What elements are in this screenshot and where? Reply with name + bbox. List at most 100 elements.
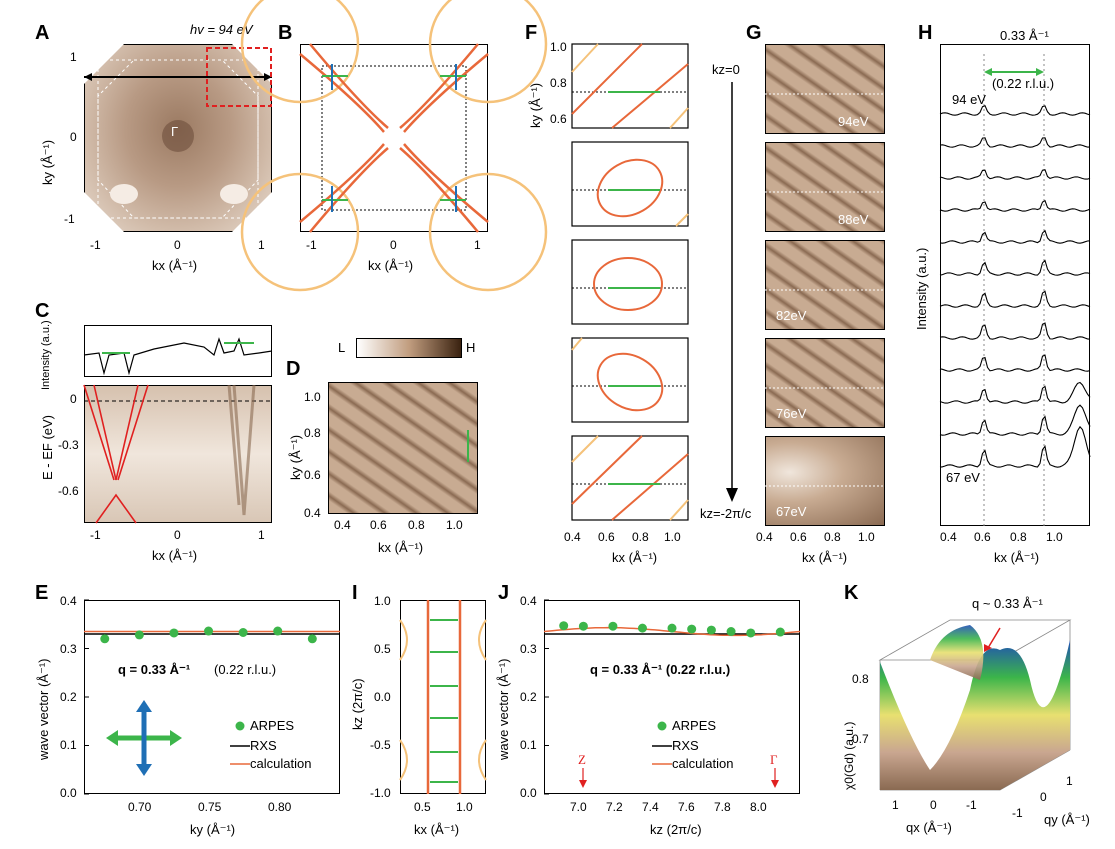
panel-e-legend-arpes: ARPES xyxy=(250,718,295,733)
panel-g-energy: 76eV xyxy=(776,406,807,421)
intensity-curve xyxy=(939,169,1091,180)
panel-c-mdc-curve xyxy=(83,337,273,376)
panel-j-xtick: 7.0 xyxy=(570,800,587,814)
panel-k-ylabel: qy (Å⁻¹) xyxy=(1044,812,1090,827)
panel-k-ztick: 0.8 xyxy=(852,672,869,686)
arpes-point xyxy=(637,623,647,633)
panel-d-xtick: 0.4 xyxy=(334,518,351,532)
panel-c-ytick: 0 xyxy=(70,392,77,406)
panel-j-legend-calc: calculation xyxy=(672,756,734,771)
panel-d-ytick: 0.6 xyxy=(304,468,321,482)
panel-i-ytick: 0.5 xyxy=(374,642,391,656)
arrow-gamma-head xyxy=(771,780,779,788)
panel-j-legend-rxs: RXS xyxy=(672,738,699,753)
panel-g-map-82 xyxy=(765,240,885,330)
panel-b-xtick: 0 xyxy=(390,238,397,252)
legend-arpes-marker xyxy=(235,721,245,731)
panel-a-ytick: 1 xyxy=(70,50,77,64)
panel-f-ytick: 1.0 xyxy=(550,40,567,54)
panel-c-top-ylabel: Intensity (a.u.) xyxy=(40,320,52,390)
arpes-point xyxy=(578,621,588,631)
panel-j-xtick: 7.4 xyxy=(642,800,659,814)
panel-d-ylabel: ky (Å⁻¹) xyxy=(288,434,303,480)
panel-j-ylabel: wave vector (Å⁻¹) xyxy=(496,658,511,761)
panel-f-ytick: 0.6 xyxy=(550,112,567,126)
panel-g-energy: 82eV xyxy=(776,308,807,323)
panel-h-xtick: 0.8 xyxy=(1010,530,1027,544)
panel-f-ylabel: ky (Å⁻¹) xyxy=(528,82,543,128)
panel-k-ytick: -1 xyxy=(1012,806,1023,820)
intensity-curve xyxy=(939,104,1091,116)
panel-k-xtick: -1 xyxy=(966,798,977,812)
panel-d-xtick: 0.8 xyxy=(408,518,425,532)
arpes-point xyxy=(134,630,144,640)
panel-i-ytick: -1.0 xyxy=(370,786,391,800)
panel-e-ytick: 0.4 xyxy=(60,594,77,608)
panel-i-ylabel: kz (2π/c) xyxy=(350,678,365,730)
panel-g-xtick: 0.8 xyxy=(824,530,841,544)
intensity-curve xyxy=(939,199,1091,212)
panel-a-letter: A xyxy=(35,22,50,44)
intensity-curve xyxy=(939,425,1091,468)
panel-b-fermi-surface xyxy=(240,0,548,292)
panel-j-xtick: 8.0 xyxy=(750,800,767,814)
green-arrow-head xyxy=(106,730,118,746)
panel-c-ytick: -0.6 xyxy=(58,484,79,498)
arpes-point xyxy=(775,627,785,637)
panel-j-chart xyxy=(543,599,801,795)
arpes-point xyxy=(608,621,618,631)
panel-c-xtick: 1 xyxy=(258,528,265,542)
intensity-curve xyxy=(939,259,1091,276)
panel-c-xlabel: kx (Å⁻¹) xyxy=(152,548,198,563)
panel-e-ytick: 0.0 xyxy=(60,786,77,800)
panel-j-legend-arpes: ARPES xyxy=(672,718,717,733)
panel-k-zlabel: χ0(Gd) (a.u.) xyxy=(842,721,856,790)
panel-g-map-67 xyxy=(765,436,885,526)
panel-b-plot xyxy=(300,44,488,232)
panel-j-ytick: 0.4 xyxy=(520,594,537,608)
legend-arpes-marker xyxy=(657,721,667,731)
panel-f-xtick: 0.8 xyxy=(632,530,649,544)
panel-i-letter: I xyxy=(352,582,358,604)
panel-g-energy: 67eV xyxy=(776,504,807,519)
intensity-curve xyxy=(939,290,1091,308)
panel-e-rlu: (0.22 r.l.u.) xyxy=(214,662,277,677)
panel-i-xtick: 1.0 xyxy=(456,800,473,814)
panel-h-curves xyxy=(939,54,1091,526)
arpes-point xyxy=(667,623,677,633)
arpes-point xyxy=(273,626,283,636)
panel-k-ytick: 0 xyxy=(1040,790,1047,804)
panel-k-ztick: 0.7 xyxy=(852,732,869,746)
panel-h-xtick: 0.4 xyxy=(940,530,957,544)
panel-a-xlabel: kx (Å⁻¹) xyxy=(152,258,198,273)
panel-f-letter: F xyxy=(525,22,538,44)
panel-c-ylabel: E - EF (eV) xyxy=(40,414,55,480)
panel-d-ytick: 0.4 xyxy=(304,506,321,520)
panel-d-map xyxy=(328,382,478,514)
panel-f-kz-arrow xyxy=(726,82,738,502)
panel-j-gamma: Γ xyxy=(770,752,778,767)
panel-i-ytick: -0.5 xyxy=(370,738,391,752)
panel-h-xtick: 1.0 xyxy=(1046,530,1063,544)
arpes-point xyxy=(307,634,317,644)
panel-g-map-76 xyxy=(765,338,885,428)
panel-b-letter: B xyxy=(278,22,293,44)
panel-b-xtick: 1 xyxy=(474,238,481,252)
panel-f-xtick: 0.4 xyxy=(564,530,581,544)
panel-i-xlabel: kx (Å⁻¹) xyxy=(414,822,460,837)
panel-j-xlabel: kz (2π/c) xyxy=(650,822,702,837)
panel-e-letter: E xyxy=(35,582,49,604)
panel-d-colorbar xyxy=(356,338,462,358)
panel-a-ytick: -1 xyxy=(64,212,75,226)
panel-j-xtick: 7.6 xyxy=(678,800,695,814)
blue-arrow-head xyxy=(136,764,152,776)
panel-g-energy: 94eV xyxy=(838,114,869,129)
panel-a-xtick: -1 xyxy=(90,238,101,252)
blue-arrow-head xyxy=(136,700,152,712)
panel-e-chart xyxy=(84,599,340,795)
panel-k-ytick: 1 xyxy=(1066,774,1073,788)
panel-j-ytick: 0.2 xyxy=(520,690,537,704)
panel-e-xtick: 0.80 xyxy=(268,800,292,814)
panel-g-letter: G xyxy=(746,22,762,44)
panel-d-ytick: 0.8 xyxy=(304,426,321,440)
